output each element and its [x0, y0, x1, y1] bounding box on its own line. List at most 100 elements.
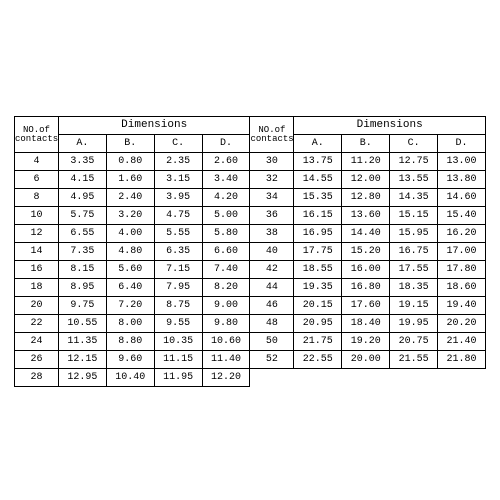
cell: 17.55 [390, 261, 438, 279]
cell: 8.20 [202, 279, 250, 297]
table-row: 64.151.603.153.403214.5512.0013.5513.80 [15, 171, 486, 189]
col-header: D. [202, 135, 250, 153]
cell: 20.95 [294, 315, 342, 333]
cell: 13.80 [438, 171, 486, 189]
cell: 12.20 [202, 369, 250, 387]
cell: 14 [15, 243, 59, 261]
cell: 13.75 [294, 153, 342, 171]
table-row: 2210.558.009.559.804820.9518.4019.9520.2… [15, 315, 486, 333]
cell: 22 [15, 315, 59, 333]
cell: 17.80 [438, 261, 486, 279]
cell: 11.40 [202, 351, 250, 369]
cell: 34 [250, 189, 294, 207]
cell: 9.80 [202, 315, 250, 333]
cell: 6.35 [154, 243, 202, 261]
cell: 13.55 [390, 171, 438, 189]
table-row: 84.952.403.954.203415.3512.8014.3514.60 [15, 189, 486, 207]
cell: 18 [15, 279, 59, 297]
cell: 7.40 [202, 261, 250, 279]
cell: 19.15 [390, 297, 438, 315]
table-row: 147.354.806.356.604017.7515.2016.7517.00 [15, 243, 486, 261]
cell: 19.40 [438, 297, 486, 315]
dimensions-table: NO.ofcontactsDimensionsNO.ofcontactsDime… [14, 116, 486, 387]
cell: 16 [15, 261, 59, 279]
cell: 4.20 [202, 189, 250, 207]
cell: 8.95 [58, 279, 106, 297]
cell: 9.60 [106, 351, 154, 369]
cell: 10 [15, 207, 59, 225]
cell: 2.60 [202, 153, 250, 171]
cell: 4.80 [106, 243, 154, 261]
cell: 1.60 [106, 171, 154, 189]
cell: 18.55 [294, 261, 342, 279]
cell: 3.35 [58, 153, 106, 171]
cell: 17.00 [438, 243, 486, 261]
cell: 21.80 [438, 351, 486, 369]
col-header: B. [342, 135, 390, 153]
cell: 28 [15, 369, 59, 387]
cell: 14.40 [342, 225, 390, 243]
cell: 38 [250, 225, 294, 243]
header-no-right: NO.ofcontacts [250, 117, 294, 153]
cell: 21.55 [390, 351, 438, 369]
cell: 17.60 [342, 297, 390, 315]
table-row: 126.554.005.555.803816.9514.4015.9516.20 [15, 225, 486, 243]
col-header: D. [438, 135, 486, 153]
cell: 6.55 [58, 225, 106, 243]
cell: 19.20 [342, 333, 390, 351]
cell: 8.00 [106, 315, 154, 333]
table-row: 2812.9510.4011.9512.20 [15, 369, 486, 387]
cell: 14.55 [294, 171, 342, 189]
cell: 3.95 [154, 189, 202, 207]
cell: 20.00 [342, 351, 390, 369]
cell: 13.00 [438, 153, 486, 171]
cell: 6.60 [202, 243, 250, 261]
cell: 36 [250, 207, 294, 225]
table-row: 43.350.802.352.603013.7511.2012.7513.00 [15, 153, 486, 171]
cell: 16.15 [294, 207, 342, 225]
cell: 11.15 [154, 351, 202, 369]
cell: 21.40 [438, 333, 486, 351]
table-row: 209.757.208.759.004620.1517.6019.1519.40 [15, 297, 486, 315]
table-row: 168.155.607.157.404218.5516.0017.5517.80 [15, 261, 486, 279]
cell: 12.75 [390, 153, 438, 171]
cell: 18.35 [390, 279, 438, 297]
cell: 13.60 [342, 207, 390, 225]
cell: 4.95 [58, 189, 106, 207]
cell: 16.20 [438, 225, 486, 243]
cell: 15.15 [390, 207, 438, 225]
cell: 26 [15, 351, 59, 369]
cell: 0.80 [106, 153, 154, 171]
cell: 16.00 [342, 261, 390, 279]
cell: 18.60 [438, 279, 486, 297]
cell: 44 [250, 279, 294, 297]
cell: 20.75 [390, 333, 438, 351]
cell: 9.00 [202, 297, 250, 315]
col-header: B. [106, 135, 154, 153]
cell: 3.20 [106, 207, 154, 225]
table-row: 2612.159.6011.1511.405222.5520.0021.5521… [15, 351, 486, 369]
cell: 30 [250, 153, 294, 171]
cell: 8.75 [154, 297, 202, 315]
cell: 5.55 [154, 225, 202, 243]
cell: 4 [15, 153, 59, 171]
cell: 15.20 [342, 243, 390, 261]
col-header: A. [58, 135, 106, 153]
cell: 7.20 [106, 297, 154, 315]
cell: 11.35 [58, 333, 106, 351]
col-header: C. [390, 135, 438, 153]
cell: 8.15 [58, 261, 106, 279]
cell: 11.95 [154, 369, 202, 387]
cell: 8.80 [106, 333, 154, 351]
cell: 19.35 [294, 279, 342, 297]
cell: 7.35 [58, 243, 106, 261]
cell: 42 [250, 261, 294, 279]
cell: 20 [15, 297, 59, 315]
table-row: 105.753.204.755.003616.1513.6015.1515.40 [15, 207, 486, 225]
cell: 40 [250, 243, 294, 261]
cell: 12.95 [58, 369, 106, 387]
cell: 15.95 [390, 225, 438, 243]
col-header: A. [294, 135, 342, 153]
cell: 6 [15, 171, 59, 189]
cell: 32 [250, 171, 294, 189]
